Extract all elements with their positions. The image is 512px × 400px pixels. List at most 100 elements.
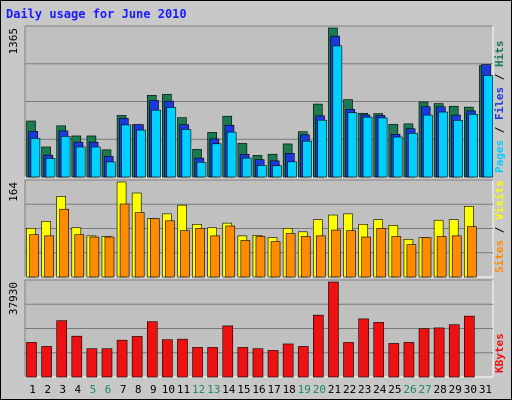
- bar-sites-day-18: [285, 233, 296, 278]
- bar-kbytes-day-14: [222, 325, 234, 378]
- bar-pages-day-26: [408, 133, 418, 178]
- bar-kbytes-day-27: [418, 328, 430, 378]
- bar-kbytes-day-16: [252, 348, 264, 378]
- x-tick-label-day-1: 1: [29, 383, 36, 396]
- bar-sites-day-3: [59, 208, 69, 278]
- x-tick-label-day-12: 12: [192, 383, 205, 396]
- x-tick-label-day-18: 18: [283, 383, 296, 396]
- bar-kbytes-day-15: [237, 347, 249, 378]
- x-tick-label-day-22: 22: [343, 383, 356, 396]
- series-legend-label: Pages / Files / Hits: [493, 41, 506, 174]
- x-tick-label-day-16: 16: [252, 383, 265, 396]
- bar-pages-day-17: [272, 165, 282, 178]
- bar-kbytes-day-22: [343, 342, 354, 378]
- bar-pages-day-29: [453, 120, 463, 178]
- bar-sites-day-15: [240, 240, 251, 278]
- bar-sites-day-27: [421, 237, 432, 278]
- series-legend-label: KBytes: [493, 333, 506, 373]
- bar-kbytes-day-4: [71, 335, 83, 378]
- bar-kbytes-day-12: [192, 347, 203, 378]
- x-tick-label-day-26: 26: [403, 383, 416, 396]
- bar-kbytes-day-29: [448, 324, 460, 378]
- bar-pages-day-9: [151, 109, 161, 178]
- x-tick-label-day-5: 5: [90, 383, 97, 396]
- bar-kbytes-day-7: [116, 339, 128, 378]
- bar-kbytes-day-1: [26, 342, 37, 378]
- bar-kbytes-day-26: [403, 342, 415, 378]
- bar-kbytes-day-23: [358, 318, 369, 378]
- bar-pages-day-16: [257, 165, 267, 178]
- bar-kbytes-day-17: [267, 350, 279, 378]
- bar-pages-day-11: [181, 129, 192, 178]
- bar-sites-day-19: [300, 236, 311, 278]
- bar-pages-day-22: [347, 112, 358, 178]
- legend-files: Files: [493, 87, 506, 120]
- x-tick-label-day-23: 23: [358, 383, 371, 396]
- bar-kbytes-day-21: [328, 281, 339, 378]
- bar-sites-day-10: [165, 220, 175, 278]
- bar-pages-day-25: [392, 136, 403, 178]
- x-tick-label-day-2: 2: [44, 383, 51, 396]
- bar-sites-day-21: [331, 229, 341, 278]
- bar-kbytes-day-5: [86, 348, 98, 378]
- ymax-label: 37930: [7, 282, 20, 315]
- bar-sites-day-28: [436, 236, 447, 278]
- x-tick-label-day-27: 27: [418, 383, 431, 396]
- bar-kbytes-day-25: [388, 343, 400, 378]
- bar-kbytes-day-13: [207, 347, 218, 378]
- series-legend-label: Sites / Visits: [493, 180, 506, 273]
- x-tick-label-day-9: 9: [150, 383, 157, 396]
- bar-kbytes-day-11: [177, 338, 188, 378]
- bar-pages-day-15: [241, 157, 252, 178]
- x-tick-label-day-13: 13: [207, 383, 220, 396]
- x-tick-label-day-21: 21: [328, 383, 341, 396]
- bar-sites-day-23: [361, 236, 371, 278]
- bar-pages-day-4: [75, 146, 86, 178]
- bar-pages-day-8: [136, 129, 146, 178]
- bar-sites-day-26: [406, 244, 417, 278]
- bar-pages-day-18: [287, 161, 297, 178]
- bar-kbytes-day-19: [297, 346, 309, 378]
- bar-sites-day-1: [29, 234, 39, 278]
- bar-pages-day-21: [332, 45, 343, 178]
- bar-kbytes-day-18: [282, 343, 294, 378]
- bar-pages-day-5: [90, 146, 101, 178]
- bar-sites-day-17: [270, 241, 281, 278]
- x-tick-label-day-19: 19: [298, 383, 311, 396]
- bar-kbytes-day-9: [146, 321, 158, 378]
- legend-visits: Visits: [493, 180, 506, 220]
- x-tick-label-day-17: 17: [267, 383, 280, 396]
- bar-sites-day-16: [255, 236, 266, 278]
- x-tick-label-day-28: 28: [434, 383, 447, 396]
- chart-title: Daily usage for June 2010: [6, 7, 187, 21]
- ymax-label: 1365: [7, 28, 20, 55]
- x-tick-label-day-6: 6: [105, 383, 112, 396]
- legend-sites: Sites: [493, 240, 506, 273]
- legend-hits: Hits: [493, 41, 506, 68]
- bar-sites-day-6: [104, 236, 115, 278]
- bar-kbytes-day-6: [101, 348, 113, 378]
- bar-pages-day-30: [468, 114, 479, 178]
- x-tick-label-day-20: 20: [313, 383, 326, 396]
- bar-pages-day-27: [423, 114, 433, 178]
- bar-pages-day-3: [60, 136, 71, 178]
- bar-sites-day-9: [149, 218, 160, 278]
- x-tick-label-day-8: 8: [135, 383, 142, 396]
- bar-sites-day-20: [316, 235, 326, 278]
- bar-sites-day-13: [210, 235, 220, 278]
- x-tick-label-day-29: 29: [449, 383, 462, 396]
- bar-sites-day-25: [391, 236, 402, 278]
- bar-kbytes-day-20: [313, 314, 324, 378]
- bar-sites-day-5: [89, 236, 100, 278]
- legend-separator: /: [493, 120, 506, 140]
- x-tick-label-day-10: 10: [162, 383, 175, 396]
- bar-pages-day-7: [121, 124, 131, 178]
- bar-kbytes-day-30: [464, 315, 475, 378]
- bar-sites-day-29: [451, 235, 462, 278]
- x-tick-label-day-25: 25: [388, 383, 401, 396]
- bar-sites-day-7: [119, 203, 130, 278]
- bar-sites-day-12: [195, 228, 205, 278]
- x-tick-label-day-14: 14: [222, 383, 236, 396]
- x-tick-label-day-7: 7: [120, 383, 127, 396]
